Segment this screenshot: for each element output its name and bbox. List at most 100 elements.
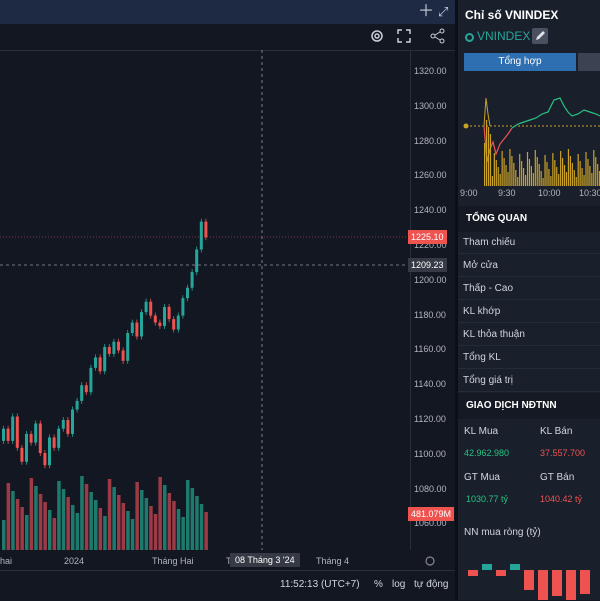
candle-body (57, 428, 61, 448)
volume-bar (6, 483, 11, 550)
net-buy-title: NN mua ròng (tỷ) (464, 527, 541, 538)
volume-bar (577, 154, 579, 186)
volume-bar (163, 485, 167, 550)
expand-icon[interactable]: ⤢ (438, 4, 449, 19)
candle-body (135, 322, 139, 337)
x-tick-label: T (226, 556, 232, 566)
percent-toggle[interactable]: % (374, 579, 383, 590)
y-tick-label: 1200.00 (414, 274, 447, 285)
candle-body (38, 423, 42, 454)
x-tick-label: Tháng Hai (152, 556, 194, 566)
overview-header: TỔNG QUAN (458, 206, 600, 232)
chart-pane[interactable]: ＋ ⤢ 1320.00 1300.00 1280.00 1260.00 1240.00 1… (0, 0, 458, 601)
kl-ban-label: KL Bán (540, 426, 573, 437)
volume-bar (532, 173, 534, 186)
volume-bar (540, 171, 542, 186)
volume-bar (94, 500, 98, 550)
net-buy-bar (524, 570, 534, 590)
volume-bar (489, 134, 492, 186)
candle-body (48, 437, 51, 466)
volume-bar (556, 167, 558, 186)
foreign-trade-header: GIAO DỊCH NĐTNN (458, 393, 600, 419)
volume-bar (186, 480, 190, 550)
net-buy-bar (538, 570, 548, 600)
candle-body (199, 221, 203, 250)
candle-body (98, 357, 102, 372)
overview-row: KL khớp (458, 301, 600, 323)
share-icon[interactable] (429, 27, 447, 45)
y-tick-label: 1240.00 (414, 205, 447, 216)
fullscreen-icon[interactable] (395, 27, 413, 45)
candle-body (34, 423, 38, 443)
volume-bar (562, 158, 564, 186)
volume-bar (565, 172, 568, 186)
settings-icon[interactable] (424, 555, 436, 567)
gear-icon[interactable] (368, 27, 386, 45)
candle-body (126, 333, 130, 361)
volume-bar (558, 174, 560, 186)
tab-next[interactable] (578, 53, 600, 71)
volume-bar (511, 156, 513, 186)
volume-bar (536, 157, 538, 186)
volume-bar (140, 490, 144, 550)
x-tick-label: 2024 (64, 556, 85, 566)
tab-overview[interactable]: Tổng hợp (464, 53, 576, 71)
volume-bar (573, 170, 575, 186)
net-buy-bar (566, 570, 576, 600)
clock: 11:52:13 (UTC+7) (280, 579, 360, 590)
plot-area[interactable] (0, 50, 411, 550)
volume-bar (593, 150, 595, 186)
candle-body (15, 416, 19, 448)
bottom-bar: 11:52:13 (UTC+7) % log tự động (0, 570, 458, 601)
candle-body (2, 428, 5, 441)
overview-row: Tổng KL (458, 347, 600, 369)
volume-bar (98, 508, 103, 550)
candle-body (167, 306, 171, 320)
gt-mua-label: GT Mua (464, 472, 500, 483)
volume-bar (503, 158, 505, 186)
candle-body (103, 346, 107, 372)
candle-body (181, 298, 185, 316)
candle-body (66, 420, 70, 434)
overview-row: KL thỏa thuận (458, 324, 600, 346)
volume-bar (75, 513, 80, 550)
crosshair-date-label: 08 Tháng 3 '24 (230, 553, 300, 567)
volume-bar (546, 162, 548, 186)
last-price-tag: 1225.10 (408, 230, 447, 244)
candle-body (71, 409, 74, 434)
volume-bar (495, 160, 497, 186)
overview-row: Tổng giá trị (458, 370, 600, 392)
volume-bar (130, 519, 135, 550)
candle-body (43, 453, 47, 466)
volume-bar (509, 149, 511, 186)
volume-bar (538, 164, 540, 186)
tab-bar: Tổng hợp (464, 53, 600, 71)
volume-bar (176, 509, 181, 550)
volume-bar (519, 154, 521, 186)
plus-icon[interactable]: ＋ (418, 3, 435, 20)
overview-row: Mở cửa (458, 255, 600, 277)
volume-bar (550, 176, 552, 186)
candle-body (130, 322, 134, 333)
volume-bar (530, 166, 532, 186)
kl-mua-label: KL Mua (464, 426, 499, 437)
auto-toggle[interactable]: tự động (414, 579, 449, 590)
volume-bar (484, 143, 486, 186)
volume-bar (149, 506, 153, 550)
candle-body (6, 428, 10, 441)
candle-body (61, 420, 65, 429)
candle-body (112, 341, 116, 354)
pane-divider[interactable] (455, 0, 458, 600)
ticker-label: VNINDEX (477, 29, 531, 43)
candle-body (89, 367, 93, 393)
volume-bar (117, 495, 121, 550)
volume-bar (517, 177, 519, 186)
candle-body (153, 315, 157, 323)
volume-bar (172, 501, 176, 550)
edit-button[interactable] (532, 28, 548, 44)
candle-body (176, 315, 180, 330)
volume-bar (585, 152, 587, 186)
volume-bar (112, 487, 116, 550)
ticker-symbol[interactable]: VNINDEX (465, 29, 530, 43)
log-toggle[interactable]: log (392, 579, 406, 590)
